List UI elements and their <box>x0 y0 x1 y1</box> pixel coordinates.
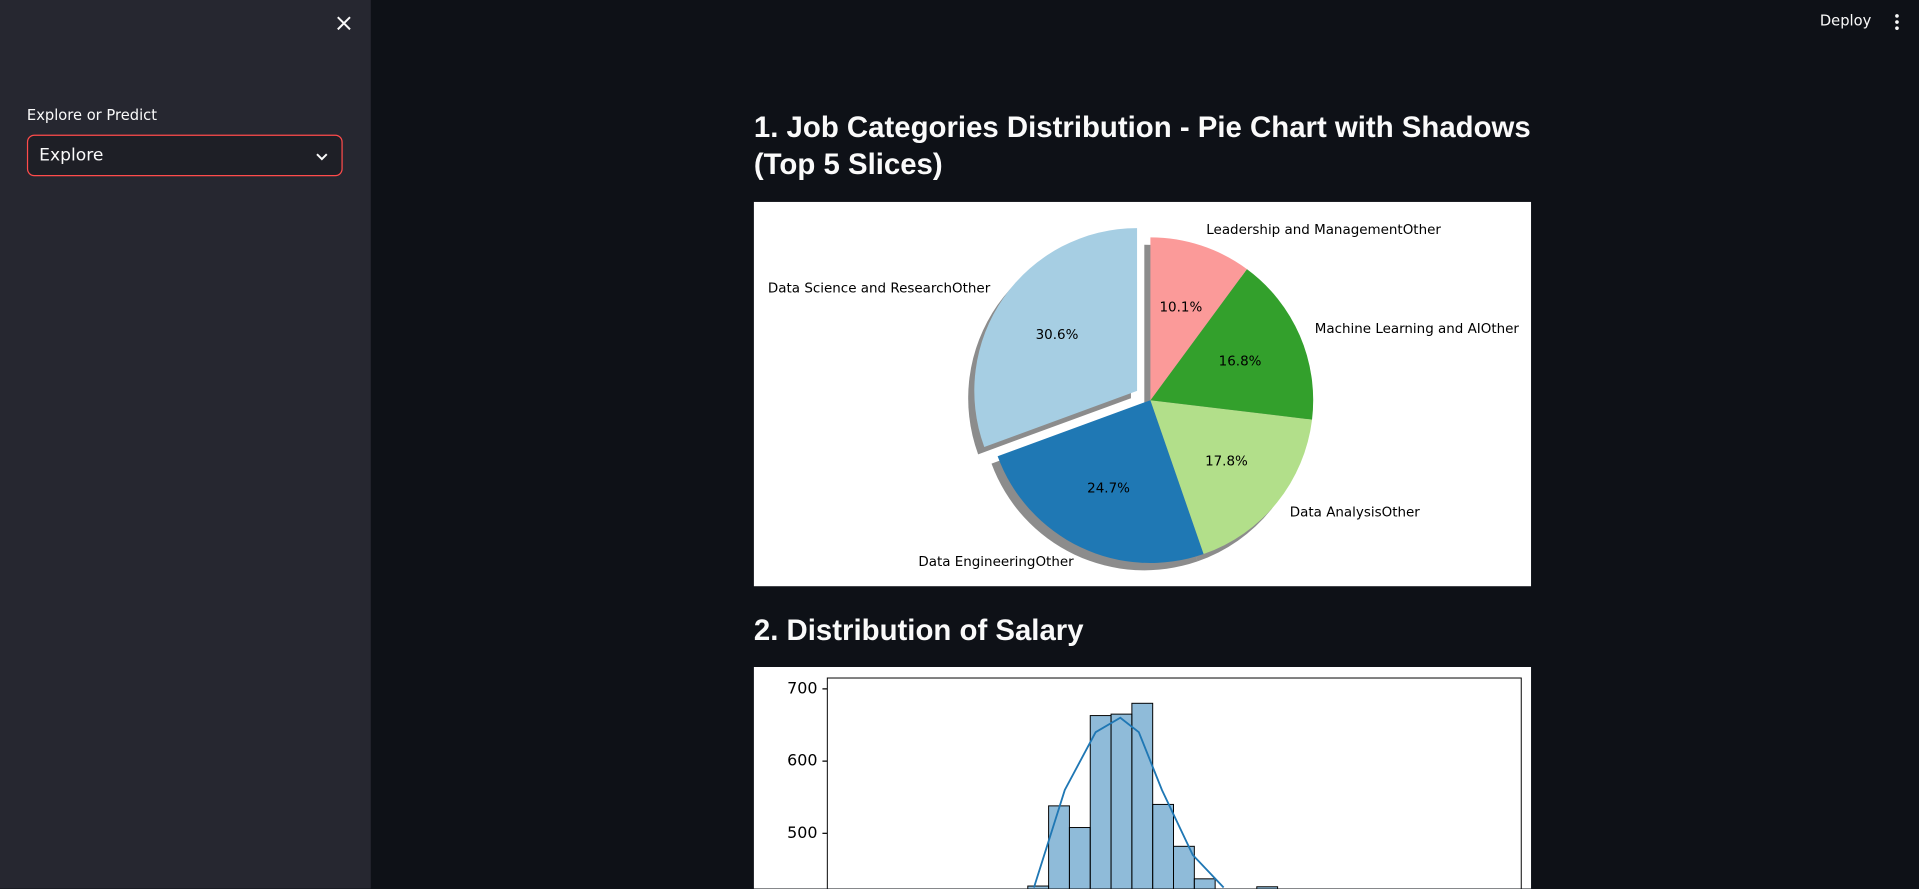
y-tick-label: 500 <box>787 823 817 842</box>
pie-wedge <box>1150 400 1313 555</box>
hist-bar <box>1068 827 1091 889</box>
select-box[interactable]: Explore <box>26 134 343 177</box>
hist-bar <box>1193 878 1216 889</box>
hist-bar <box>1256 886 1279 889</box>
deploy-button[interactable]: Deploy <box>1819 12 1872 30</box>
hist-bar <box>1152 803 1175 889</box>
pie-wedge <box>1150 269 1314 420</box>
y-tick-label: 600 <box>787 751 817 770</box>
slice-label: Leadership and ManagementOther <box>1206 223 1441 238</box>
percent-label: 24.7% <box>1087 481 1130 496</box>
hist-bar <box>1048 805 1070 889</box>
hist-bar <box>1089 715 1112 889</box>
y-tick-label: 700 <box>787 678 817 697</box>
hist-bar <box>1110 713 1133 889</box>
slice-label: Data AnalysisOther <box>1290 506 1420 521</box>
histogram: 0100200300400500600700 <box>787 677 1522 889</box>
pie-chart: Data Science and ResearchOther 30.6% Data … <box>768 223 1520 571</box>
chevron <box>316 153 328 161</box>
main-menu[interactable] <box>1892 12 1902 32</box>
select-label: Explore or Predict <box>26 106 157 124</box>
figure: Data Science and ResearchOther 30.6% Data … <box>753 201 1532 587</box>
figure: 0100200300400500600700 <box>753 666 1532 889</box>
kde-line <box>1033 716 1225 889</box>
hist-bar <box>1027 885 1050 889</box>
slice-label: Data EngineeringOther <box>918 555 1074 570</box>
axes-frame <box>826 677 1522 889</box>
hist-bar <box>1173 845 1195 889</box>
percent-label: 10.1% <box>1160 300 1203 315</box>
slice-label: Machine Learning and AIOther <box>1315 322 1520 337</box>
select-value: Explore <box>39 145 104 166</box>
sidebar: Explore or Predict Explore <box>0 0 371 889</box>
pie-wedge <box>1150 237 1247 401</box>
percent-label: 16.8% <box>1219 354 1262 369</box>
close-sidebar[interactable] <box>334 13 354 33</box>
pie-wedge <box>997 400 1204 563</box>
section-heading: 2. Distribution of Salary <box>753 614 1084 648</box>
section-heading: 1. Job Categories Distribution - Pie Cha… <box>753 111 1531 182</box>
percent-label: 17.8% <box>1205 455 1248 470</box>
hist-bar <box>1131 702 1154 889</box>
percent-label: 30.6% <box>1036 328 1079 343</box>
slice-label: Data Science and ResearchOther <box>768 281 991 296</box>
pie-wedge <box>974 228 1138 447</box>
